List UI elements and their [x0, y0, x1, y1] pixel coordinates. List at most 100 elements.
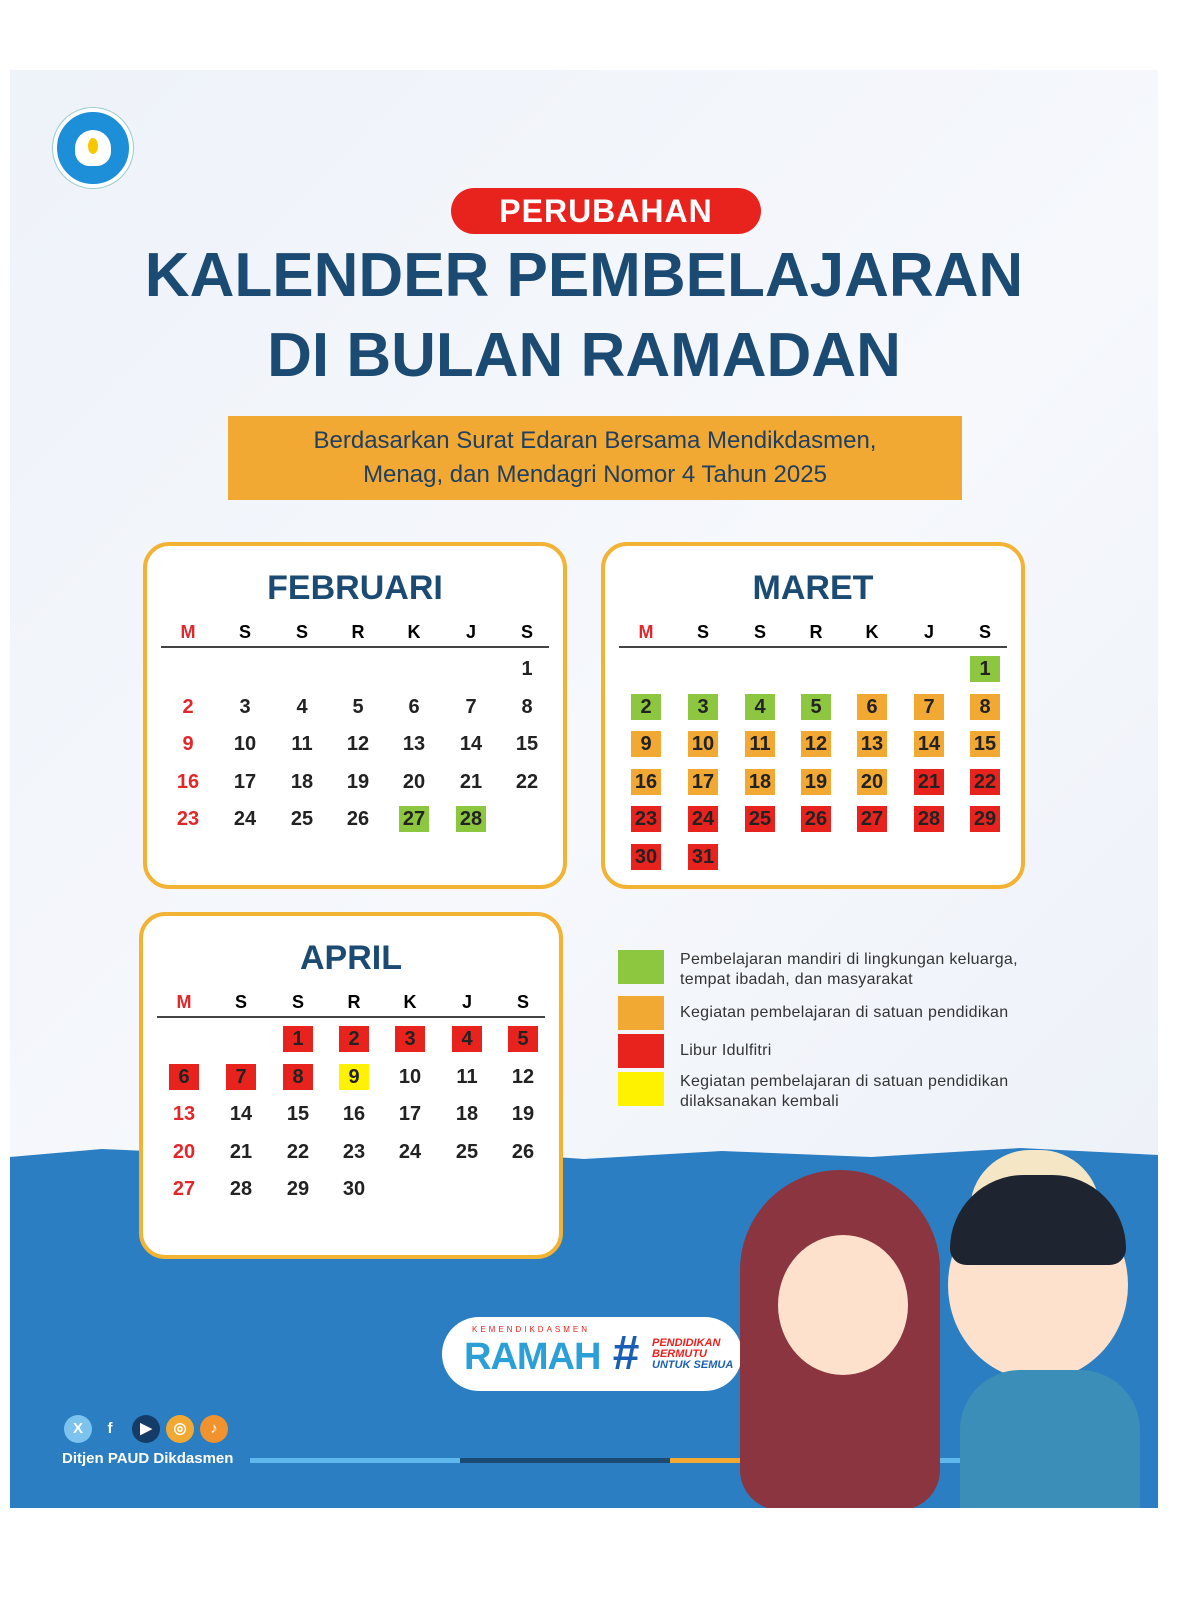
tiktok-icon[interactable]: ♪	[200, 1415, 228, 1443]
footer-bar	[250, 1458, 460, 1463]
weekday-header: S	[516, 992, 529, 1012]
day-cell: 8	[283, 1063, 313, 1090]
day-cell: 14	[229, 1103, 253, 1125]
day-cell: 21	[459, 770, 483, 793]
weekday-header: K	[403, 992, 417, 1012]
weekday-header: S	[238, 622, 251, 642]
facebook-icon[interactable]: f	[107, 1420, 113, 1437]
day-cell: 7	[465, 695, 477, 718]
day-cell: 6	[408, 695, 420, 718]
kemendikdasmen-logo	[53, 108, 133, 188]
month-title: MARET	[752, 569, 874, 607]
weekday-header: S	[696, 622, 709, 642]
day-cell: 2	[182, 695, 194, 718]
day-cell: 22	[515, 770, 539, 793]
youtube-icon[interactable]: ▶	[132, 1415, 160, 1443]
day-cell: 7	[226, 1063, 256, 1090]
calendar-maret: MARET M S S R K J S 1 2 3 4 5 6 7 8 9 10 11 12 13 14 15 16 17 18 1…	[601, 542, 1025, 889]
weekday-header: J	[461, 992, 472, 1012]
day-cell: 19	[801, 768, 831, 795]
day-cell: 28	[914, 806, 944, 832]
day-cell: 27	[172, 1178, 196, 1200]
day-cell: 31	[688, 843, 718, 870]
social-account: Ditjen PAUD Dikdasmen	[62, 1450, 234, 1467]
day-cell: 13	[857, 731, 887, 757]
day-cell: 6	[857, 693, 887, 720]
title-line2: DI BULAN RAMADAN	[267, 321, 901, 390]
day-cell: 22	[970, 768, 1000, 795]
day-cell: 18	[455, 1103, 479, 1125]
weekday-header: S	[291, 992, 304, 1012]
divider	[157, 1016, 545, 1018]
divider	[619, 646, 1007, 648]
day-cell: 22	[286, 1140, 310, 1163]
x-icon[interactable]: X	[64, 1415, 92, 1443]
weekday-header: S	[520, 622, 533, 642]
ramah-logo: KEMENDIKDASMEN RAMAH # PENDIDIKAN BERMUTU…	[442, 1317, 742, 1391]
day-cell: 27	[399, 806, 429, 832]
day-cell: 16	[631, 768, 661, 795]
divider	[161, 646, 549, 648]
weekday-header: M	[176, 992, 192, 1012]
subtitle-line2: Menag, dan Mendagri Nomor 4 Tahun 2025	[363, 461, 827, 488]
day-cell: 20	[857, 768, 887, 795]
day-cell: 24	[398, 1140, 422, 1163]
day-cell: 11	[745, 731, 775, 757]
day-cell: 18	[290, 770, 314, 793]
day-cell: 12	[511, 1065, 535, 1088]
month-title: APRIL	[300, 939, 402, 977]
legend-label: Kegiatan pembelajaran di satuan pendidik…	[680, 1073, 1009, 1110]
day-cell: 21	[229, 1140, 253, 1163]
legend-swatch-yellow	[618, 1072, 664, 1106]
day-cell: 23	[342, 1140, 366, 1163]
day-cell: 6	[169, 1063, 199, 1090]
day-cell: 11	[291, 733, 313, 755]
day-cell: 13	[402, 733, 426, 755]
day-cell: 16	[176, 770, 200, 793]
day-cell: 3	[395, 1026, 425, 1052]
day-cell: 13	[172, 1103, 196, 1125]
day-cell: 16	[342, 1103, 366, 1125]
legend-swatch-red	[618, 1034, 664, 1068]
weekday-header: M	[638, 622, 654, 642]
day-cell: 23	[176, 808, 200, 830]
day-cell: 30	[631, 843, 661, 870]
ramah-wordmark: RAMAH	[464, 1336, 601, 1378]
day-cell: 9	[339, 1063, 369, 1090]
weekday-header: J	[465, 622, 476, 642]
day-cell: 29	[286, 1178, 310, 1200]
legend-label: Kegiatan pembelajaran di satuan pendidik…	[680, 1004, 1009, 1021]
day-cell: 14	[914, 731, 944, 757]
weekday-header: R	[351, 622, 365, 642]
day-cell: 18	[745, 768, 775, 795]
day-cell: 21	[914, 768, 944, 795]
day-cell: 12	[801, 731, 831, 757]
day-cell: 4	[745, 693, 775, 720]
weekday-header: J	[923, 622, 934, 642]
day-cell: 25	[290, 808, 314, 830]
weekday-header: K	[407, 622, 421, 642]
day-cell: 9	[631, 731, 661, 757]
badge-perubahan: PERUBAHAN	[451, 188, 761, 234]
day-cell: 1	[521, 658, 533, 680]
footer-bar	[460, 1458, 670, 1463]
day-cell: 17	[688, 768, 718, 795]
instagram-icon[interactable]: ◎	[166, 1415, 194, 1443]
day-cell: 20	[402, 770, 426, 793]
day-cell: 19	[511, 1103, 535, 1125]
ramah-ministry: KEMENDIKDASMEN	[472, 1325, 591, 1334]
day-cell: 15	[970, 731, 1000, 757]
day-cell: 26	[346, 808, 370, 830]
day-cell: 2	[631, 693, 661, 720]
day-cell: 29	[970, 806, 1000, 832]
legend-swatch-orange	[618, 996, 664, 1030]
weekday-header: S	[753, 622, 766, 642]
day-cell: 10	[233, 733, 257, 755]
day-cell: 23	[631, 806, 661, 832]
day-cell: 1	[283, 1026, 313, 1052]
day-cell: 26	[511, 1140, 535, 1163]
day-cell: 4	[296, 695, 308, 718]
legend-swatch-green	[618, 950, 664, 984]
